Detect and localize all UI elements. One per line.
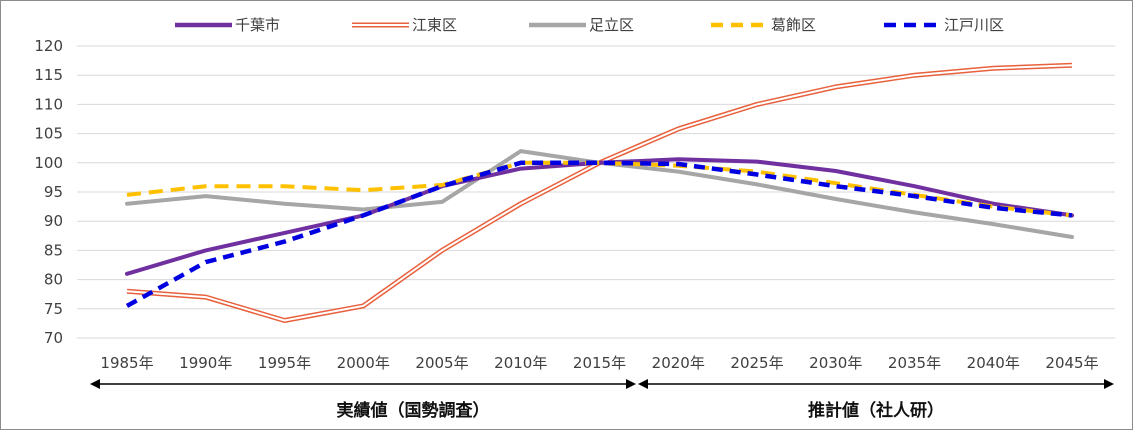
period-label: 推計値（社人研） bbox=[808, 400, 944, 421]
y-tick-label: 105 bbox=[34, 125, 63, 143]
x-tick-label: 2035年 bbox=[888, 354, 941, 372]
x-tick-label: 2040年 bbox=[967, 354, 1020, 372]
x-tick-label: 2010年 bbox=[494, 354, 547, 372]
x-tick-label: 1990年 bbox=[179, 354, 232, 372]
y-tick-label: 115 bbox=[34, 66, 63, 84]
x-tick-label: 2020年 bbox=[652, 354, 705, 372]
y-tick-label: 95 bbox=[44, 183, 63, 201]
y-tick-label: 120 bbox=[34, 37, 63, 55]
legend-label: 千葉市 bbox=[235, 16, 280, 34]
legend-label: 江戸川区 bbox=[944, 16, 1004, 34]
x-tick-label: 2015年 bbox=[573, 354, 626, 372]
x-tick-label: 1985年 bbox=[100, 354, 153, 372]
legend: 千葉市 江東区 足立区 葛飾区 江戸川区 bbox=[175, 16, 1004, 34]
x-tick-label: 2030年 bbox=[809, 354, 862, 372]
x-tick-label: 2045年 bbox=[1045, 354, 1098, 372]
legend-label: 足立区 bbox=[589, 16, 634, 34]
x-axis-ticks: 1985年 1990年 1995年 2000年 2005年 2010年 2015年 2020年… bbox=[100, 354, 1098, 372]
series-line bbox=[125, 160, 1073, 308]
x-tick-label: 2005年 bbox=[415, 354, 468, 372]
x-tick-label: 2025年 bbox=[730, 354, 783, 372]
legend-label: 江東区 bbox=[412, 16, 457, 34]
y-tick-label: 90 bbox=[44, 212, 63, 230]
series-line-inner bbox=[126, 64, 1073, 322]
y-tick-label: 110 bbox=[34, 95, 63, 113]
series-line bbox=[126, 62, 1073, 323]
period-arrows: 実績値（国勢調査） 推計値（社人研） bbox=[90, 379, 1114, 421]
y-tick-label: 100 bbox=[34, 154, 63, 172]
y-tick-label: 85 bbox=[44, 241, 63, 259]
y-tick-label: 70 bbox=[44, 329, 63, 347]
y-tick-label: 75 bbox=[44, 300, 63, 318]
period-label: 実績値（国勢調査） bbox=[337, 400, 490, 421]
x-tick-label: 2000年 bbox=[337, 354, 390, 372]
y-axis-ticks: 70 75 80 85 90 95 100 105 110 115 120 bbox=[34, 37, 63, 347]
legend-label: 葛飾区 bbox=[771, 16, 816, 34]
gridlines bbox=[77, 45, 1115, 339]
y-tick-label: 80 bbox=[44, 271, 63, 289]
x-tick-label: 1995年 bbox=[258, 354, 311, 372]
series-line bbox=[125, 157, 1074, 276]
series-lines bbox=[125, 62, 1074, 323]
